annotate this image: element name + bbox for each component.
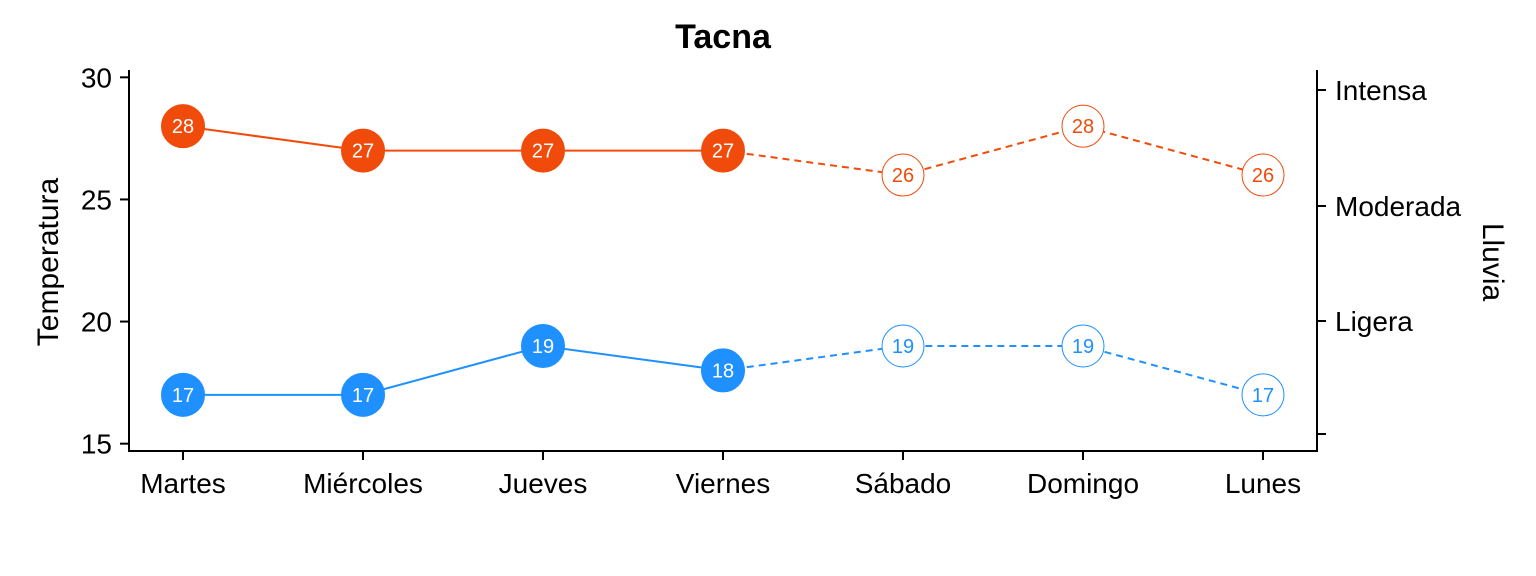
y2-tick-label: Ligera <box>1335 306 1413 337</box>
x-tick-label: Martes <box>140 468 226 499</box>
x-tick-label: Lunes <box>1225 468 1301 499</box>
data-label: 27 <box>352 141 374 163</box>
data-label: 19 <box>892 336 914 358</box>
data-label: 26 <box>892 165 914 187</box>
data-label: 26 <box>1252 165 1274 187</box>
data-point <box>161 104 205 149</box>
axis-ticks: 15 20 25 30 Ligera Moderada Intensa Martes Miérc… <box>81 62 1462 499</box>
data-point <box>341 128 385 173</box>
data-label: 19 <box>1072 336 1094 358</box>
y-tick-label: 15 <box>81 429 112 460</box>
data-label: 28 <box>1072 116 1094 138</box>
series-line-forecast <box>722 344 1264 396</box>
y2-tick-label: Moderada <box>1335 191 1462 222</box>
x-tick-label: Sábado <box>855 468 952 499</box>
data-label: 17 <box>172 385 194 407</box>
forecast-point <box>1241 153 1285 197</box>
data-label: 17 <box>1252 385 1274 407</box>
forecast-point <box>1241 373 1285 417</box>
y-tick-label: 25 <box>81 184 112 215</box>
forecast-point <box>881 324 925 368</box>
data-point <box>701 348 745 393</box>
series-line-observed <box>182 125 723 152</box>
data-label: 19 <box>532 336 554 358</box>
forecast-point <box>881 153 925 197</box>
y-axis-title: Temperatura <box>32 177 65 346</box>
data-point <box>701 128 745 173</box>
data-label: 17 <box>352 385 374 407</box>
y2-axis-title: Lluvia <box>1476 223 1509 302</box>
data-label: 27 <box>712 141 734 163</box>
data-label: 18 <box>712 360 734 382</box>
forecast-point <box>1061 104 1105 148</box>
series-line-forecast <box>722 125 1264 177</box>
x-tick-label: Viernes <box>676 468 770 499</box>
x-tick-label: Jueves <box>499 468 588 499</box>
series-layer: 28 27 27 27 26 28 26 17 17 19 18 19 19 17 <box>161 104 1285 417</box>
data-label: 27 <box>532 141 554 163</box>
series-line-observed <box>183 344 724 396</box>
chart-title: Tacna <box>675 18 772 56</box>
data-point <box>161 372 205 417</box>
y-tick-label: 20 <box>81 307 112 338</box>
x-tick-label: Miércoles <box>303 468 423 499</box>
y2-tick-label: Intensa <box>1335 75 1427 106</box>
data-point <box>521 128 565 173</box>
x-tick-label: Domingo <box>1027 468 1139 499</box>
data-label: 28 <box>172 116 194 138</box>
data-point <box>521 323 565 368</box>
y-tick-label: 30 <box>81 62 112 93</box>
forecast-point <box>1061 324 1105 368</box>
data-point <box>341 372 385 417</box>
